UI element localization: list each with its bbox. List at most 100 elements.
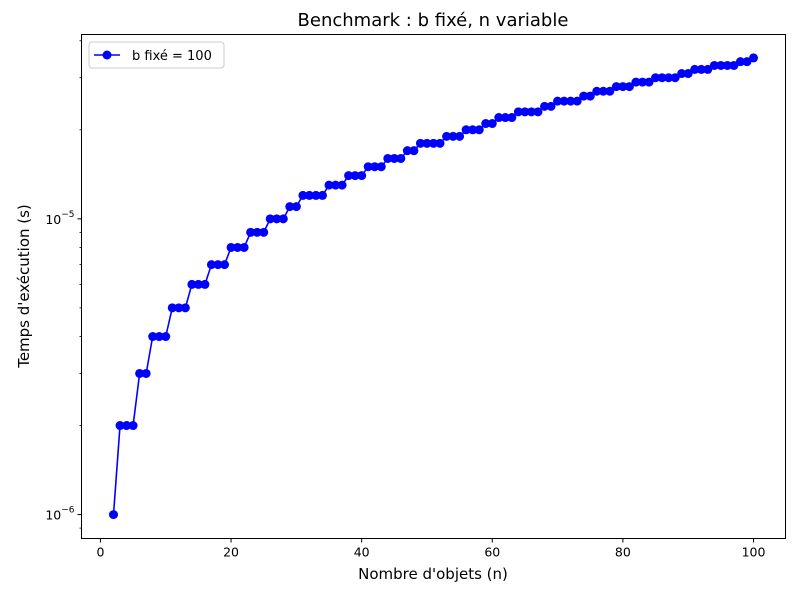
data-point bbox=[572, 96, 582, 106]
data-point bbox=[324, 180, 334, 190]
data-point bbox=[481, 119, 491, 129]
data-point bbox=[494, 113, 504, 123]
plot-frame bbox=[81, 34, 786, 539]
y-axis-label: Temps d'exécution (s) bbox=[15, 204, 33, 369]
data-point bbox=[651, 73, 661, 83]
data-point bbox=[448, 131, 458, 141]
data-point bbox=[611, 82, 621, 92]
data-point bbox=[357, 171, 367, 181]
x-tick-label: 20 bbox=[223, 545, 239, 560]
data-point bbox=[624, 82, 634, 92]
data-point bbox=[350, 171, 360, 181]
data-point bbox=[716, 60, 726, 70]
legend-box bbox=[88, 41, 225, 69]
data-point bbox=[128, 421, 138, 431]
data-point bbox=[435, 138, 445, 148]
data-point bbox=[631, 77, 641, 87]
x-tick-label: 0 bbox=[96, 545, 104, 560]
data-point bbox=[513, 107, 523, 117]
data-point bbox=[461, 125, 471, 135]
data-point bbox=[683, 69, 693, 79]
data-point bbox=[344, 171, 354, 181]
data-point bbox=[618, 82, 628, 92]
data-point bbox=[677, 69, 687, 79]
data-point bbox=[520, 107, 530, 117]
y-tick-label: 10−5 bbox=[45, 210, 74, 227]
x-tick-label: 60 bbox=[484, 545, 500, 560]
data-point bbox=[579, 91, 589, 101]
data-point bbox=[559, 96, 569, 106]
data-point bbox=[637, 77, 647, 87]
data-point bbox=[749, 53, 758, 63]
data-point bbox=[370, 162, 380, 172]
data-point bbox=[500, 113, 510, 123]
data-point bbox=[722, 60, 732, 70]
legend-label: b fixé = 100 bbox=[132, 49, 212, 64]
data-point bbox=[154, 332, 164, 342]
data-point bbox=[220, 260, 230, 270]
data-point bbox=[317, 190, 327, 200]
data-point bbox=[311, 190, 321, 200]
data-point bbox=[167, 303, 177, 313]
data-point bbox=[180, 303, 190, 313]
data-point bbox=[259, 227, 269, 237]
data-point bbox=[735, 57, 745, 67]
data-point bbox=[200, 279, 210, 289]
data-point bbox=[487, 119, 497, 129]
data-point bbox=[187, 279, 197, 289]
data-point bbox=[657, 73, 667, 83]
x-tick-label: 80 bbox=[615, 545, 631, 560]
data-point bbox=[409, 146, 419, 156]
data-point bbox=[383, 153, 393, 163]
x-tick-label: 40 bbox=[354, 545, 370, 560]
data-point bbox=[122, 421, 132, 431]
data-point bbox=[298, 190, 308, 200]
data-point bbox=[592, 86, 602, 96]
data-point bbox=[265, 214, 275, 224]
data-point bbox=[376, 162, 386, 172]
data-point bbox=[533, 107, 543, 117]
data-point bbox=[455, 131, 465, 141]
data-point bbox=[742, 57, 752, 67]
data-point bbox=[141, 368, 151, 378]
data-point bbox=[246, 227, 256, 237]
data-point bbox=[396, 153, 406, 163]
x-tick-label: 100 bbox=[742, 545, 766, 560]
data-point bbox=[233, 242, 243, 252]
data-point bbox=[664, 73, 674, 83]
data-point bbox=[422, 138, 432, 148]
data-point bbox=[468, 125, 478, 135]
data-point bbox=[226, 242, 236, 252]
data-point bbox=[553, 96, 563, 106]
data-point bbox=[239, 242, 249, 252]
data-point bbox=[206, 260, 216, 270]
data-point bbox=[546, 101, 556, 111]
data-point bbox=[429, 138, 438, 148]
data-point bbox=[252, 227, 262, 237]
data-point bbox=[161, 332, 171, 342]
chart-title: Benchmark : b fixé, n variable bbox=[298, 10, 569, 31]
legend: b fixé = 100 bbox=[88, 41, 225, 69]
data-point bbox=[109, 510, 118, 520]
data-point bbox=[605, 86, 615, 96]
data-point bbox=[696, 64, 706, 74]
data-point bbox=[598, 86, 608, 96]
data-point bbox=[670, 73, 680, 83]
y-axis-ticks: 10−6 10−5 bbox=[45, 40, 82, 529]
data-point bbox=[585, 91, 595, 101]
plot-area: 0 20 40 60 80 100 10−6 10−5 bbox=[45, 34, 786, 560]
data-point bbox=[474, 125, 484, 135]
data-point bbox=[272, 214, 282, 224]
data-point bbox=[402, 146, 412, 156]
series-layer bbox=[109, 53, 758, 520]
data-point bbox=[442, 131, 452, 141]
data-point bbox=[148, 332, 158, 342]
data-point bbox=[337, 180, 347, 190]
data-point bbox=[135, 368, 145, 378]
data-point bbox=[690, 64, 700, 74]
data-point bbox=[363, 162, 373, 172]
data-point bbox=[291, 202, 301, 212]
data-point bbox=[709, 60, 719, 70]
